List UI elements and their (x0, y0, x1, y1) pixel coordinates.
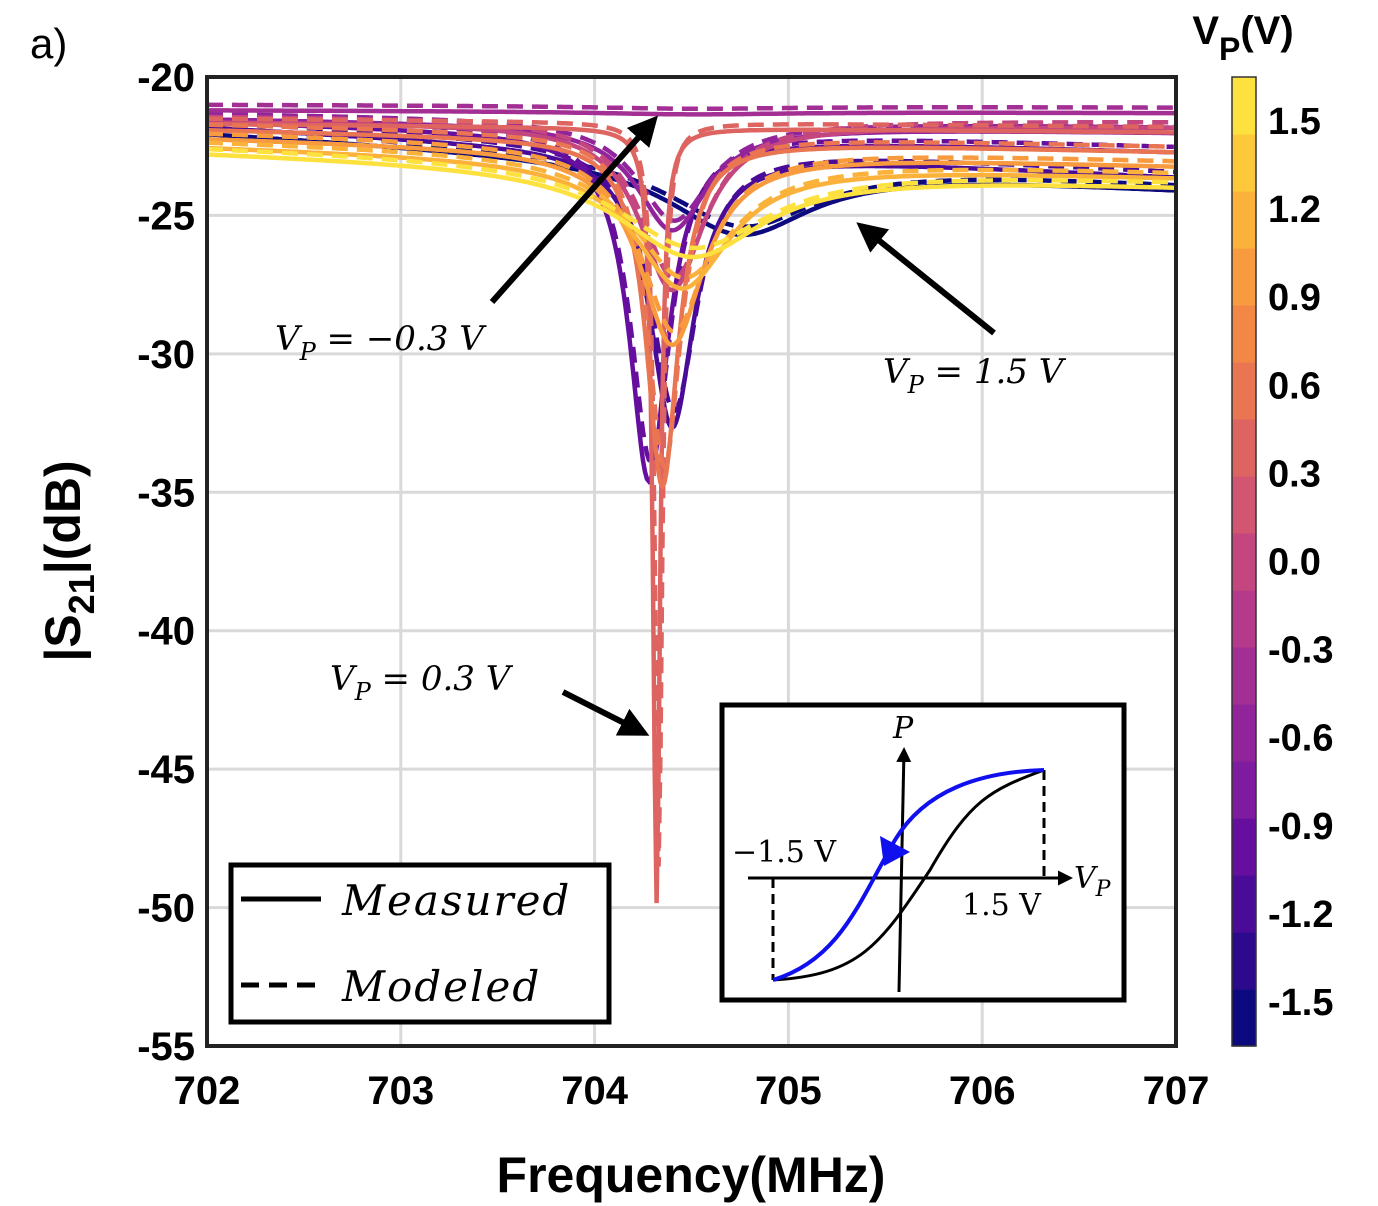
x-tick-labels: 702 703 704 705 706 707 (174, 1069, 1210, 1113)
colorbar-tick-label: -0.3 (1268, 630, 1333, 672)
colorbar-title-main: V (1192, 9, 1219, 53)
y-axis-label: |S21|(dB) (35, 460, 102, 661)
colorbar-segment-4 (1232, 761, 1256, 819)
colorbar-segment-7 (1232, 590, 1256, 648)
colorbar-ticks: 1.5 1.2 0.9 0.6 0.3 0.0 -0.3 -0.6 -0.9 -1.2 -1.5 (1268, 101, 1333, 1024)
modeled-curve-9 (207, 140, 1176, 281)
y-axis-label-main: |S (35, 614, 92, 661)
annotation-vp-15: VP = 1.5 V (856, 222, 1067, 399)
annotation-arrow-03 (561, 689, 650, 736)
legend-box (228, 862, 612, 1025)
colorbar-segment-6 (1232, 647, 1256, 705)
modeled-curve-8 (207, 131, 1176, 335)
modeled-curve-7 (207, 122, 1176, 471)
colorbar-segment-13 (1232, 248, 1256, 306)
measured-curve-4 (207, 108, 1176, 117)
x-tick-label: 707 (1143, 1069, 1210, 1113)
measured-curve-9 (207, 145, 1176, 291)
y-tick-label: -25 (137, 194, 195, 238)
y-tick-label: -35 (137, 471, 195, 515)
modeled-curve-6 (207, 116, 1176, 867)
colorbar-tick-label: 1.2 (1268, 189, 1321, 231)
annotation-arrow-neg03 (489, 115, 658, 304)
inset-y-label: P (892, 711, 914, 746)
y-tick-label: -40 (137, 610, 195, 654)
inset-y-axis (896, 747, 912, 993)
colorbar-segment-10 (1232, 419, 1256, 477)
inset-down-branch (772, 768, 1045, 982)
colorbar-segment-2 (1232, 875, 1256, 933)
colorbar-tick-label: 0.0 (1268, 542, 1321, 584)
colorbar-tick-label: 0.3 (1268, 453, 1321, 495)
colorbar-tick-label: 0.6 (1268, 365, 1321, 407)
colorbar-segment-1 (1232, 932, 1256, 990)
y-tick-label: -30 (137, 333, 195, 377)
colorbar-tick-label: -1.5 (1268, 982, 1333, 1024)
inset-box (719, 702, 1127, 1003)
legend-measured-label: Measured (341, 876, 571, 925)
colorbar-frame (1231, 76, 1257, 1047)
annotation-text-15: VP = 1.5 V (883, 352, 1067, 399)
colorbar-title-tail: (V) (1240, 9, 1293, 53)
colorbar-tick-label: -0.6 (1268, 718, 1333, 760)
colorbar-segment-11 (1232, 362, 1256, 420)
modeled-curve-4 (207, 102, 1176, 111)
x-tick-label: 704 (561, 1069, 628, 1113)
measured-curve-10 (207, 152, 1176, 260)
colorbar-title-sub: P (1219, 31, 1240, 67)
inset-right-label: 1.5 V (962, 888, 1042, 923)
legend: Measured Modeled (228, 862, 612, 1025)
modeled-curve-1 (207, 120, 1176, 414)
panel-label: a) (30, 20, 67, 67)
curves (207, 102, 1176, 904)
y-tick-label: -20 (137, 56, 195, 100)
colorbar (1232, 77, 1256, 1047)
colorbar-title: VP(V) (1192, 9, 1293, 67)
colorbar-segment-5 (1232, 704, 1256, 762)
colorbar-tick-label: -1.2 (1268, 894, 1333, 936)
inset-up-branch (772, 768, 1045, 982)
x-axis-label: Frequency(MHz) (497, 1147, 886, 1203)
colorbar-segment-14 (1232, 191, 1256, 249)
modeled-curve-10 (207, 146, 1176, 251)
colorbar-segment-15 (1232, 134, 1256, 192)
inset-left-label: −1.5 V (732, 835, 837, 870)
annotation-text-03: VP = 0.3 V (330, 659, 514, 706)
colorbar-segment-8 (1232, 533, 1256, 591)
y-tick-label: -55 (137, 1025, 195, 1069)
colorbar-tick-label: 0.9 (1268, 277, 1321, 319)
x-tick-label: 705 (755, 1069, 822, 1113)
colorbar-tick-label: 1.5 (1268, 101, 1321, 143)
x-tick-label: 706 (949, 1069, 1016, 1113)
colorbar-segment-16 (1232, 77, 1256, 135)
y-axis-label-sub: 21 (61, 574, 102, 614)
annotation-arrow-15 (856, 222, 996, 336)
annotation-vp-03: VP = 0.3 V (330, 659, 650, 736)
colorbar-segment-3 (1232, 818, 1256, 876)
y-tick-label: -50 (137, 887, 195, 931)
inset-branch-arrow-icon (880, 836, 910, 866)
inset-x-label: VP (1074, 861, 1112, 902)
annotation-vp-neg03: VP = −0.3 V (275, 115, 658, 366)
measured-curve-8 (207, 136, 1176, 348)
plot-frame (205, 75, 1178, 1048)
x-tick-label: 702 (174, 1069, 241, 1113)
measured-curve-6 (207, 121, 1176, 904)
colorbar-segment-12 (1232, 305, 1256, 363)
y-tick-label: -45 (137, 748, 195, 792)
annotation-text-neg03: VP = −0.3 V (275, 319, 487, 366)
colorbar-segment-9 (1232, 476, 1256, 534)
y-axis-label-tail: |(dB) (35, 460, 92, 574)
y-tick-labels: -20 -25 -30 -35 -40 -45 -50 -55 (137, 56, 195, 1069)
colorbar-tick-label: -0.9 (1268, 806, 1333, 848)
inset: P VP −1.5 V 1.5 V (719, 702, 1127, 1003)
colorbar-segment-0 (1232, 989, 1256, 1047)
legend-modeled-label: Modeled (341, 962, 541, 1011)
x-tick-label: 703 (367, 1069, 434, 1113)
